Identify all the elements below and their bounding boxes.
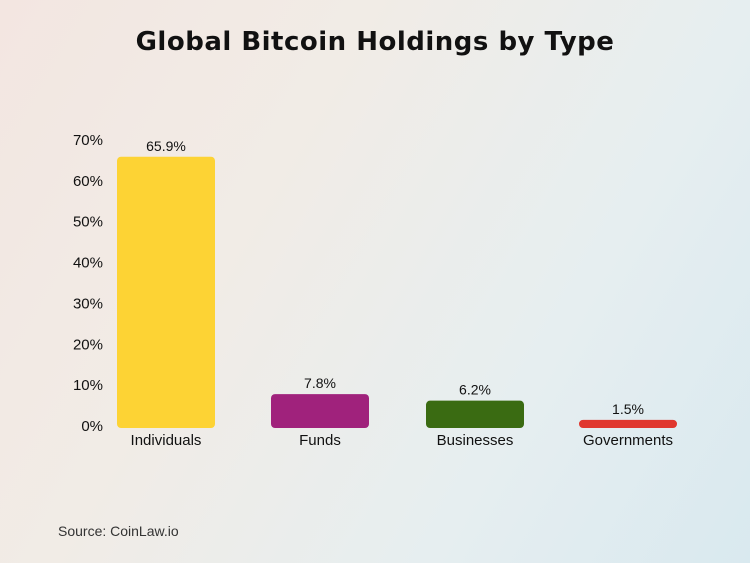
value-label: 65.9% — [146, 138, 186, 154]
y-tick-label: 60% — [73, 173, 103, 190]
value-label: 6.2% — [459, 382, 491, 398]
value-label: 1.5% — [612, 401, 644, 417]
y-tick-label: 20% — [73, 336, 103, 353]
chart-title: Global Bitcoin Holdings by Type — [136, 27, 615, 57]
x-tick-label: Governments — [583, 432, 673, 449]
x-tick-label: Funds — [299, 432, 341, 449]
bar-businesses — [426, 400, 524, 428]
x-tick-label: Businesses — [437, 432, 514, 449]
x-tick-label: Individuals — [131, 432, 202, 449]
source-note: Source: CoinLaw.io — [58, 523, 179, 539]
y-tick-label: 0% — [81, 418, 103, 435]
bar-funds — [271, 394, 369, 428]
value-label: 7.8% — [304, 375, 336, 391]
y-tick-label: 50% — [73, 214, 103, 231]
bars — [117, 156, 677, 428]
y-tick-label: 10% — [73, 377, 103, 394]
y-axis-ticks: 0% 10% 20% 30% 40% 50% 60% 70% — [73, 132, 103, 435]
bar-individuals — [117, 156, 215, 428]
y-tick-label: 30% — [73, 295, 103, 312]
y-tick-label: 70% — [73, 132, 103, 149]
bar-governments — [579, 419, 677, 428]
y-tick-label: 40% — [73, 255, 103, 272]
value-labels: 65.9% 7.8% 6.2% 1.5% — [146, 138, 644, 417]
x-axis-labels: Individuals Funds Businesses Governments — [131, 432, 673, 449]
